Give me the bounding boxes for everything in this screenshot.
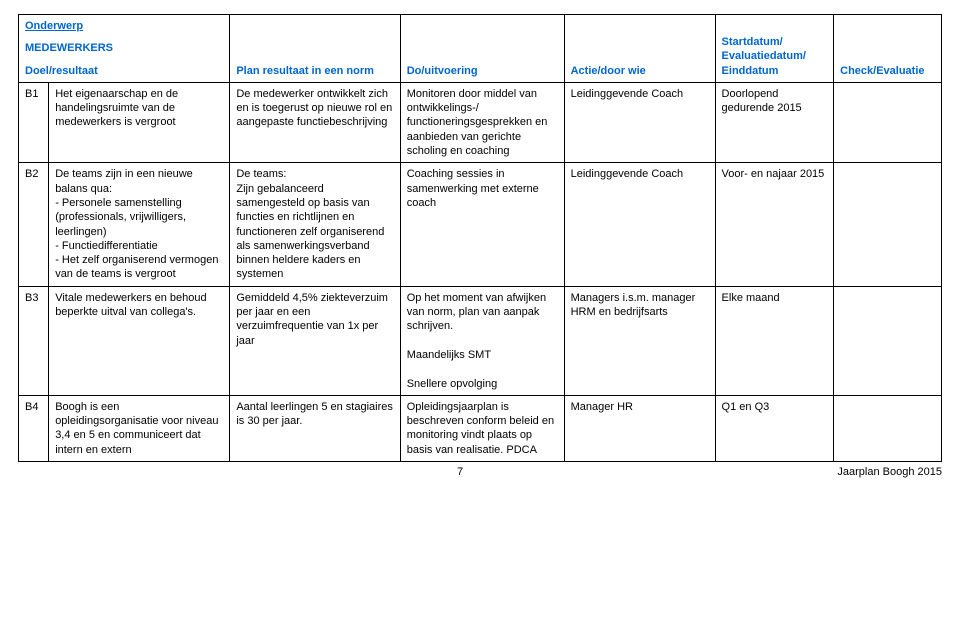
row-id: B4 [19,395,49,461]
page-footer: 7 Jaarplan Boogh 2015 [18,466,942,478]
row-c5: Doorlopend gedurende 2015 [715,82,834,162]
row-c1: Het eigenaarschap en de handelingsruimte… [49,82,230,162]
footer-right: Jaarplan Boogh 2015 [782,466,942,478]
row-c6 [834,82,942,162]
row-c5: Elke maand [715,286,834,395]
row-c1: Vitale medewerkers en behoud beperkte ui… [49,286,230,395]
row-c3: Coaching sessies in samenwerking met ext… [400,163,564,286]
table-row: B1 Het eigenaarschap en de handelingsrui… [19,82,942,162]
row-c4: Managers i.s.m. manager HRM en bedrijfsa… [564,286,715,395]
row-c1: De teams zijn in een nieuwe balans qua: … [49,163,230,286]
row-c4: Leidinggevende Coach [564,82,715,162]
row-c5: Q1 en Q3 [715,395,834,461]
row-c1: Boogh is een opleidingsorganisatie voor … [49,395,230,461]
row-c2: De medewerker ontwikkelt zich en is toeg… [230,82,400,162]
header-col5: Startdatum/ Evaluatiedatum/ Einddatum [715,15,834,83]
row-c3: Monitoren door middel van ontwikkelings-… [400,82,564,162]
row-c5: Voor- en najaar 2015 [715,163,834,286]
table-row: B4 Boogh is een opleidingsorganisatie vo… [19,395,942,461]
row-id: B2 [19,163,49,286]
row-c4: Leidinggevende Coach [564,163,715,286]
plan-table: Onderwerp MEDEWERKERS Doel/resultaat Pla… [18,14,942,462]
header-col-subject: Onderwerp MEDEWERKERS Doel/resultaat [19,15,230,83]
row-c3: Opleidingsjaarplan is beschreven conform… [400,395,564,461]
row-c2: Aantal leerlingen 5 en stagiaires is 30 … [230,395,400,461]
subject-caps: MEDEWERKERS [25,41,223,55]
row-c2: De teams: Zijn gebalanceerd samengesteld… [230,163,400,286]
row-c2: Gemiddeld 4,5% ziekteverzuim per jaar en… [230,286,400,395]
page-number: 7 [138,466,782,478]
table-row: B3 Vitale medewerkers en behoud beperkte… [19,286,942,395]
header-col4: Actie/door wie [564,15,715,83]
header-col1: Doel/resultaat [25,65,98,77]
row-c6 [834,163,942,286]
row-c4: Manager HR [564,395,715,461]
row-c6 [834,395,942,461]
header-col6: Check/Evaluatie [834,15,942,83]
table-header-row: Onderwerp MEDEWERKERS Doel/resultaat Pla… [19,15,942,83]
header-col2: Plan resultaat in een norm [230,15,400,83]
row-id: B1 [19,82,49,162]
row-c3: Op het moment van afwijken van norm, pla… [400,286,564,395]
row-id: B3 [19,286,49,395]
table-row: B2 De teams zijn in een nieuwe balans qu… [19,163,942,286]
row-c6 [834,286,942,395]
subject-label: Onderwerp [25,19,223,33]
header-col3: Do/uitvoering [400,15,564,83]
